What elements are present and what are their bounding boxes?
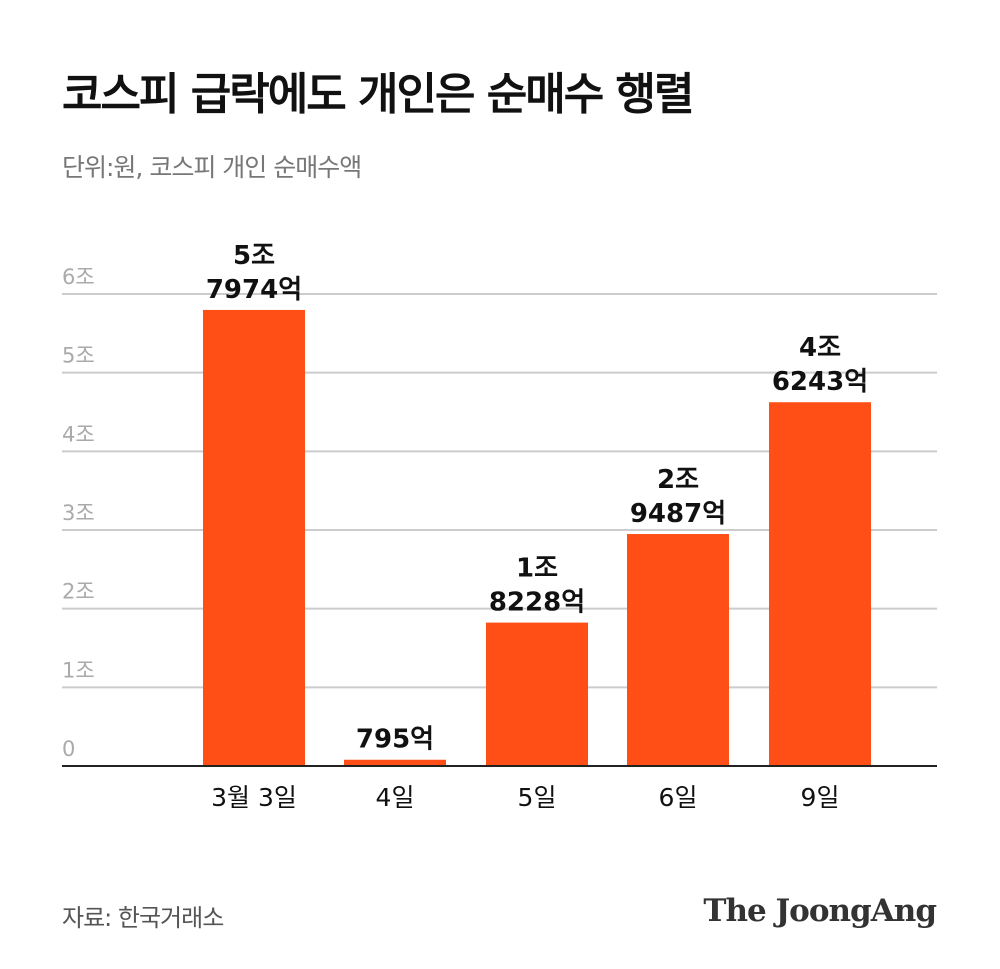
x-tick-label: 9일 (801, 783, 840, 812)
x-tick-label: 5일 (518, 783, 557, 812)
y-tick-label: 4조 (62, 422, 95, 446)
data-label: 7974억 (206, 275, 302, 305)
bar (769, 402, 871, 766)
bar (344, 759, 446, 766)
bar (486, 622, 588, 766)
bar (203, 309, 305, 766)
y-tick-label: 5조 (62, 344, 95, 368)
y-tick-label: 0 (62, 737, 75, 761)
y-tick-label: 1조 (62, 658, 95, 682)
x-tick-label: 6일 (659, 783, 698, 812)
y-tick-label: 6조 (62, 265, 95, 289)
chart-title: 코스피 급락에도 개인은 순매수 행렬 (62, 69, 694, 120)
data-label: 5조 (233, 241, 275, 271)
chart-subtitle: 단위:원, 코스피 개인 순매수액 (62, 153, 362, 182)
data-label: 8228억 (489, 588, 585, 618)
data-label: 2조 (657, 465, 699, 495)
data-label: 6243억 (772, 367, 868, 397)
data-label: 9487억 (630, 499, 726, 529)
bar (627, 534, 729, 766)
x-tick-label: 3월 3일 (211, 783, 297, 812)
y-tick-label: 2조 (62, 580, 95, 604)
data-label: 4조 (799, 333, 841, 363)
y-tick-label: 3조 (62, 501, 95, 525)
data-label: 795억 (356, 725, 434, 755)
data-label: 1조 (516, 554, 558, 584)
x-tick-label: 4일 (376, 783, 415, 812)
publisher-logo: The JoongAng (703, 893, 937, 929)
source-note: 자료: 한국거래소 (62, 904, 224, 932)
